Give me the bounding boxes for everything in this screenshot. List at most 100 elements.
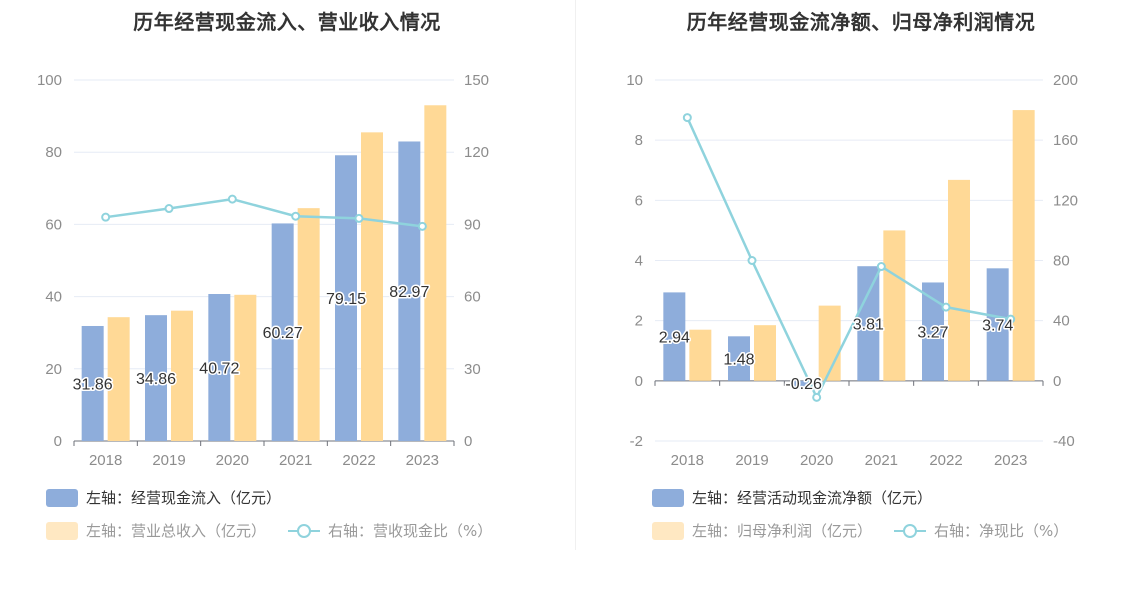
y-tick-label-left: -2: [630, 433, 643, 450]
x-tick-label: 2021: [279, 452, 312, 469]
y-tick-label-left: 40: [45, 289, 62, 306]
bar-data-label: 3.81: [853, 317, 884, 334]
y-tick-label-right: 30: [464, 361, 481, 378]
legend-swatch: [652, 521, 684, 540]
bar-data-label: 60.27: [263, 325, 303, 342]
panel-divider: [575, 0, 576, 550]
x-tick-label: 2020: [800, 452, 833, 469]
x-tick-label: 2020: [216, 452, 249, 469]
bar: [335, 155, 357, 441]
bar: [297, 208, 320, 441]
y-tick-label-left: 10: [626, 72, 643, 89]
y-tick-label-right: 200: [1053, 72, 1078, 89]
bar: [234, 294, 257, 441]
bar: [171, 310, 193, 441]
chart-svg: 0 20 40 60 80 100 0 30 60 90 120 150 2018 2019 2020 202…: [37, 72, 489, 469]
x-tick-label: 2019: [152, 452, 185, 469]
chart-title: 历年经营现金流净额、归母净利润情况: [686, 10, 1036, 34]
y-tick-label-left: 0: [635, 373, 643, 390]
bar-data-label: 40.72: [199, 361, 239, 378]
legend-swatch: [46, 488, 78, 507]
y-tick-label-left: 6: [635, 192, 643, 209]
y-tick-label-right: 0: [464, 433, 472, 450]
legend-item-cash-inflow[interactable]: 左轴：经营现金流入（亿元）: [46, 487, 281, 508]
y-tick-label-right: 0: [1053, 373, 1061, 390]
y-tick-label-right: 60: [464, 289, 481, 306]
bar: [754, 325, 776, 381]
bar: [361, 132, 383, 441]
legend-item-net-profit[interactable]: 左轴：归母净利润（亿元）: [652, 520, 872, 541]
bar: [398, 141, 421, 441]
legend-item-cash-ratio[interactable]: 右轴：营收现金比（%）: [288, 520, 492, 541]
legend-label: 左轴：经营活动现金流净额（亿元）: [692, 489, 933, 507]
line-point: [747, 256, 757, 265]
line-point: [354, 213, 364, 223]
y-tick-label-left: 100: [37, 72, 62, 89]
bar-data-label: 82.97: [389, 284, 429, 301]
bar: [424, 105, 447, 442]
chart-svg: -2 0 2 4 6 8 10 -40 0 40 80 120 160 200 2018 2019 2020 20…: [626, 72, 1078, 469]
x-tick-label: 2022: [342, 452, 375, 469]
bar-data-label: 79.15: [326, 291, 366, 308]
y-tick-label-left: 4: [635, 253, 643, 270]
legend-label: 右轴：营收现金比（%）: [328, 522, 493, 540]
legend-item-revenue[interactable]: 左轴：营业总收入（亿元）: [46, 520, 266, 541]
series-line: [105, 197, 423, 228]
bar: [107, 317, 130, 441]
bar-data-label: 3.74: [982, 318, 1013, 335]
y-tick-label-right: 90: [464, 216, 481, 233]
legend-label: 左轴：营业总收入（亿元）: [86, 522, 267, 540]
bar: [857, 266, 880, 381]
legend-item-net-cash[interactable]: 左轴：经营活动现金流净额（亿元）: [652, 487, 932, 508]
x-tick-label: 2022: [929, 452, 962, 469]
chart-panel-cashflow-revenue: 历年经营现金流入、营业收入情况 0 20 40 60 80 100 0 30 60 90 120 15…: [37, 10, 492, 541]
line-point: [101, 212, 111, 222]
bar: [728, 336, 750, 381]
line-point: [417, 221, 427, 231]
legend-swatch: [652, 488, 684, 507]
x-tick-label: 2023: [994, 452, 1027, 469]
line-point: [227, 194, 237, 204]
bar: [922, 282, 944, 381]
bar-data-label: 31.86: [73, 376, 113, 393]
bar-data-label: -0.26: [785, 376, 822, 393]
chart-panel-netcash-profit: 历年经营现金流净额、归母净利润情况 -2 0 2 4 6 8 10 -40 0 40 80 120 16…: [574, 0, 1148, 589]
bar: [1012, 110, 1035, 381]
y-tick-label-right: 120: [1053, 192, 1078, 209]
line-point: [812, 392, 822, 402]
chart-title: 历年经营现金流入、营业收入情况: [133, 10, 441, 34]
y-tick-label-right: 120: [464, 144, 489, 161]
x-tick-label: 2018: [89, 452, 122, 469]
series-line: [686, 117, 1011, 401]
bar-data-label: 3.27: [917, 325, 948, 342]
line-point: [1006, 314, 1016, 324]
legend-label: 右轴：净现比（%）: [934, 522, 1069, 540]
legend-line-swatch: [288, 522, 321, 540]
bar: [883, 230, 906, 381]
legend-line-swatch: [894, 522, 927, 540]
y-tick-label-right: 80: [1053, 253, 1070, 270]
bar: [792, 380, 815, 389]
bar: [208, 294, 231, 441]
legend-label: 左轴：经营现金流入（亿元）: [86, 489, 282, 507]
legend-item-net-cash-ratio[interactable]: 右轴：净现比（%）: [894, 520, 1068, 541]
line-point: [941, 302, 951, 312]
y-tick-label-left: 60: [45, 216, 62, 233]
y-tick-label-left: 8: [635, 132, 643, 149]
y-tick-label-left: 0: [54, 433, 62, 450]
y-tick-label-right: 40: [1053, 313, 1070, 330]
y-tick-label-right: 150: [464, 72, 489, 89]
line-point: [682, 113, 692, 123]
bar: [689, 329, 712, 381]
x-tick-label: 2019: [735, 452, 768, 469]
y-tick-label-left: 2: [635, 313, 643, 330]
y-tick-label-right: -40: [1053, 433, 1075, 450]
line-point: [164, 204, 174, 214]
y-tick-label-left: 80: [45, 144, 62, 161]
legend-swatch: [46, 521, 78, 540]
y-tick-label-left: 20: [45, 361, 62, 378]
bar-data-label: 1.48: [723, 352, 754, 369]
bar-data-label: 34.86: [136, 371, 176, 388]
bar: [271, 223, 294, 441]
bar: [986, 268, 1009, 381]
